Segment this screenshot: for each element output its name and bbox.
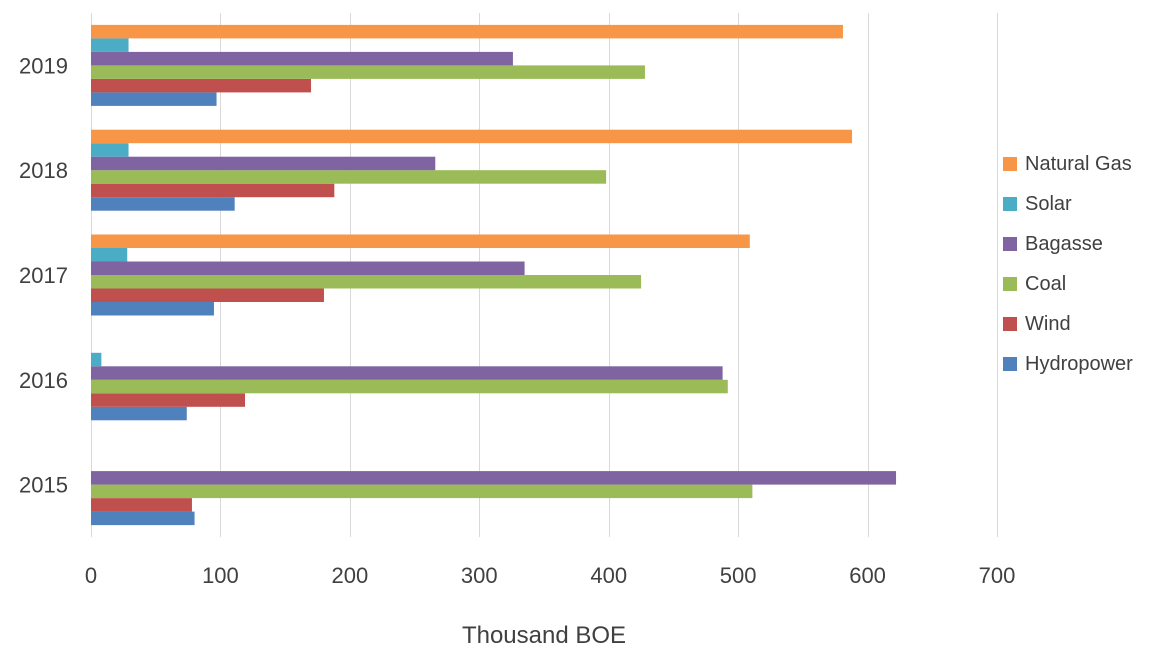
bar-wind-2019 bbox=[91, 78, 312, 93]
y-tick-label-2018: 2018 bbox=[19, 158, 68, 183]
legend-swatch-hydropower bbox=[1003, 357, 1017, 371]
bar-wind-2018 bbox=[91, 183, 335, 198]
bar-natural-gas-2018 bbox=[91, 129, 853, 144]
x-tick-label-100: 100 bbox=[202, 563, 239, 588]
y-tick-label-2019: 2019 bbox=[19, 53, 68, 78]
bar-solar-2019 bbox=[91, 38, 129, 52]
x-tick-label-200: 200 bbox=[331, 563, 368, 588]
legend-swatch-solar bbox=[1003, 197, 1017, 211]
bar-bagasse-2018 bbox=[91, 156, 436, 171]
x-tick-label-0: 0 bbox=[85, 563, 97, 588]
legend-swatch-bagasse bbox=[1003, 237, 1017, 251]
y-tick-label-2015: 2015 bbox=[19, 473, 68, 498]
y-tick-label-2017: 2017 bbox=[19, 263, 68, 288]
x-tick-label-300: 300 bbox=[461, 563, 498, 588]
y-tick-label-2016: 2016 bbox=[19, 368, 68, 393]
x-tick-label-400: 400 bbox=[590, 563, 627, 588]
legend-item-solar: Solar bbox=[1003, 184, 1169, 224]
bar-hydropower-2018 bbox=[91, 197, 235, 211]
bar-natural-gas-2019 bbox=[91, 24, 843, 39]
legend-swatch-natural-gas bbox=[1003, 157, 1017, 171]
legend-item-coal: Coal bbox=[1003, 264, 1169, 304]
x-tick-label-700: 700 bbox=[979, 563, 1016, 588]
legend-label-bagasse: Bagasse bbox=[1025, 232, 1103, 255]
bar-hydropower-2017 bbox=[91, 302, 214, 316]
legend-item-wind: Wind bbox=[1003, 304, 1169, 344]
bar-hydropower-2015 bbox=[91, 511, 195, 526]
legend-swatch-coal bbox=[1003, 277, 1017, 291]
bar-solar-2018 bbox=[91, 143, 129, 157]
legend-label-wind: Wind bbox=[1025, 312, 1071, 335]
legend-label-natural-gas: Natural Gas bbox=[1025, 152, 1132, 175]
bar-bagasse-2015 bbox=[91, 471, 897, 485]
legend-label-solar: Solar bbox=[1025, 192, 1072, 215]
legend: Natural Gas Solar Bagasse Coal Wind Hydropowe… bbox=[1003, 144, 1169, 384]
bar-coal-2018 bbox=[91, 170, 607, 184]
bar-bagasse-2017 bbox=[91, 261, 525, 275]
x-tick-label-600: 600 bbox=[849, 563, 886, 588]
x-axis-title: Thousand BOE bbox=[461, 622, 627, 649]
legend-item-hydropower: Hydropower bbox=[1003, 344, 1169, 384]
bar-natural-gas-2017 bbox=[91, 234, 750, 248]
legend-item-bagasse: Bagasse bbox=[1003, 224, 1169, 264]
legend-label-coal: Coal bbox=[1025, 272, 1067, 295]
bar-hydropower-2016 bbox=[91, 406, 187, 421]
bar-hydropower-2019 bbox=[91, 92, 217, 106]
x-tick-label-500: 500 bbox=[720, 563, 757, 588]
bar-solar-2016 bbox=[91, 352, 102, 367]
legend-swatch-wind bbox=[1003, 317, 1017, 331]
bar-coal-2017 bbox=[91, 275, 642, 289]
bar-solar-2017 bbox=[91, 248, 128, 262]
bar-wind-2016 bbox=[91, 393, 246, 407]
bar-coal-2016 bbox=[91, 379, 728, 394]
bar-coal-2015 bbox=[91, 484, 753, 499]
bar-bagasse-2019 bbox=[91, 51, 513, 66]
bar-coal-2019 bbox=[91, 65, 645, 79]
legend-label-hydropower: Hydropower bbox=[1025, 352, 1133, 375]
bar-wind-2015 bbox=[91, 498, 192, 512]
bar-bagasse-2016 bbox=[91, 366, 723, 380]
bar-wind-2017 bbox=[91, 288, 324, 302]
legend-item-natural-gas: Natural Gas bbox=[1003, 144, 1169, 184]
